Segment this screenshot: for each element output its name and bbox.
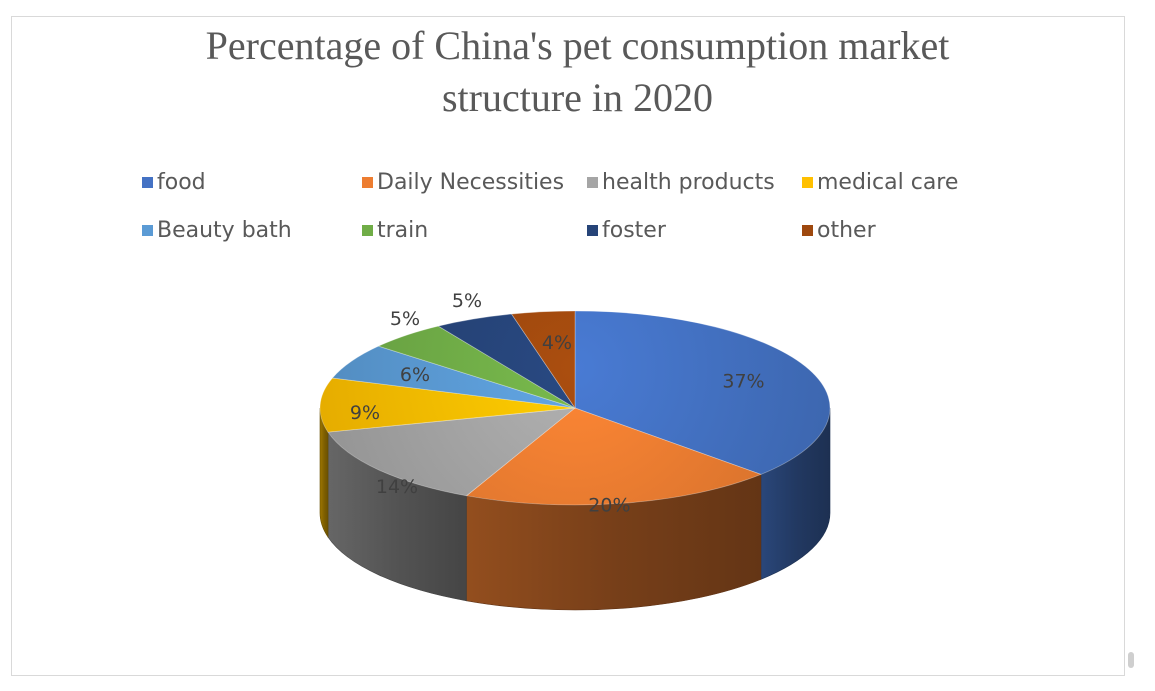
pie-slice-train [377, 325, 576, 409]
chart-title-line-2: structure in 2020 [441, 75, 714, 120]
legend-label: medical care [817, 170, 959, 195]
pie-side-walls [319, 407, 831, 611]
data-label-train: 5% [390, 308, 420, 330]
resize-handle [1128, 652, 1134, 668]
legend-label: food [157, 170, 206, 195]
pie-slice-medical-care [319, 377, 576, 433]
legend-item-train: train [362, 216, 428, 246]
legend-swatch [142, 177, 153, 188]
legend-item-beauty-bath: Beauty bath [142, 216, 292, 246]
pie-data-labels: 37% 20% 14% 9% 6% 5% 5% 4% [350, 290, 765, 517]
data-label-foster: 5% [452, 290, 482, 312]
legend-swatch [362, 225, 373, 236]
data-label-health-products: 14% [376, 476, 418, 498]
pie-slice-daily-necessities [465, 407, 763, 506]
legend-item-foster: foster [587, 216, 666, 246]
data-label-daily-necessities: 20% [588, 495, 630, 517]
data-label-beauty-bath: 6% [400, 364, 430, 386]
legend-item-daily-necessities: Daily Necessities [362, 168, 564, 198]
pie-top-faces [319, 310, 831, 506]
legend-label: foster [602, 218, 666, 243]
pie-slice-health-products [327, 407, 577, 497]
legend-label: Beauty bath [157, 218, 292, 243]
data-label-other: 4% [542, 332, 572, 354]
legend-label: other [817, 218, 876, 243]
chart-title: Percentage of China's pet consumption ma… [0, 20, 1155, 124]
legend-swatch [587, 177, 598, 188]
legend-item-other: other [802, 216, 876, 246]
legend-label: train [377, 218, 429, 243]
legend-swatch [802, 177, 813, 188]
legend-item-medical-care: medical care [802, 168, 958, 198]
data-label-medical-care: 9% [350, 402, 380, 424]
chart-title-line-1: Percentage of China's pet consumption ma… [205, 23, 950, 68]
pie-slice-foster [437, 313, 576, 409]
data-label-food: 37% [722, 370, 764, 392]
legend-label: health products [602, 170, 775, 195]
legend-item-health-products: health products [587, 168, 775, 198]
legend-swatch [587, 225, 598, 236]
pie-slice-beauty-bath [331, 345, 576, 409]
legend-label: Daily Necessities [377, 170, 565, 195]
pie-slice-food [574, 310, 831, 475]
legend-swatch [802, 225, 813, 236]
pie-slice-other [510, 310, 576, 410]
legend-swatch [142, 225, 153, 236]
legend-swatch [362, 177, 373, 188]
legend-item-food: food [142, 168, 206, 198]
